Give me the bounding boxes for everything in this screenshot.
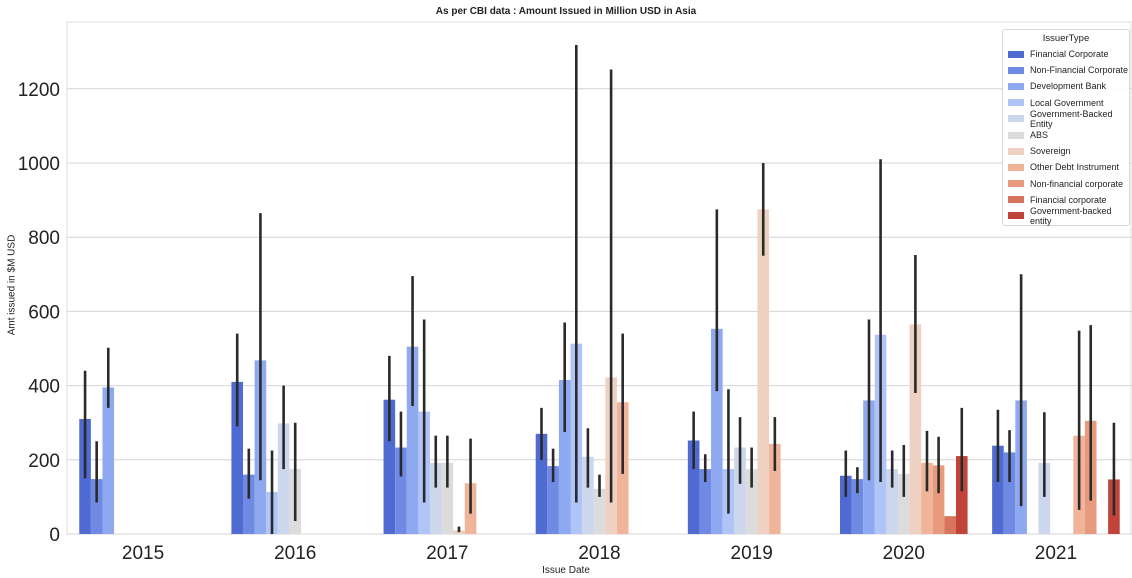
legend-label: Non-financial corporate	[1030, 178, 1124, 189]
bar	[582, 456, 594, 534]
legend-swatch	[1008, 212, 1024, 220]
bar	[699, 469, 712, 534]
legend-item: Other Debt Instrument	[1003, 159, 1129, 175]
legend-label: Development Bank	[1030, 81, 1107, 92]
legend-item: Sovereign	[1003, 143, 1129, 159]
bar	[406, 346, 419, 534]
legend-item: Non-Financial Corporate	[1003, 62, 1129, 78]
bar	[745, 469, 758, 534]
legend-swatch	[1008, 115, 1024, 123]
legend-label: Local Government	[1030, 97, 1104, 108]
legend-swatch	[1008, 131, 1024, 139]
bar	[769, 443, 781, 534]
bar	[90, 479, 103, 534]
legend-item: Financial corporate	[1003, 192, 1129, 208]
legend-swatch	[1008, 196, 1024, 204]
bar	[886, 469, 898, 534]
bar	[992, 445, 1004, 534]
bar	[231, 381, 244, 534]
x-tick-label: 2017	[426, 543, 468, 564]
legend-swatch	[1008, 66, 1024, 74]
y-tick-label: 0	[49, 525, 60, 546]
legend-label: Other Debt Instrument	[1030, 162, 1120, 173]
x-tick-label: 2020	[883, 543, 925, 564]
bar	[558, 380, 571, 534]
y-tick-label: 1200	[18, 80, 60, 101]
legend-swatch	[1008, 50, 1024, 58]
bar	[102, 387, 115, 534]
legend-item: ABS	[1003, 127, 1129, 143]
x-tick-label: 2018	[578, 543, 620, 564]
bar	[921, 462, 933, 534]
legend: IssuerType Financial Corporate Non-Financ…	[1002, 29, 1130, 226]
legend-swatch	[1008, 82, 1024, 90]
legend-swatch	[1008, 147, 1024, 155]
y-tick-label: 800	[28, 228, 60, 249]
bar	[757, 209, 770, 535]
bar	[1038, 462, 1051, 534]
bar	[1003, 452, 1016, 534]
legend-label: Non-Financial Corporate	[1030, 65, 1129, 76]
bar	[441, 462, 454, 534]
bar	[535, 433, 548, 534]
bar	[383, 399, 396, 534]
legend-swatch	[1008, 99, 1024, 107]
bar	[955, 456, 968, 534]
bar	[593, 488, 606, 534]
bar	[897, 473, 910, 534]
bar	[429, 462, 442, 534]
y-tick-label: 1000	[18, 154, 60, 175]
legend-label: Government-Backed Entity	[1030, 108, 1113, 129]
legend-item: Government-backed entity	[1003, 205, 1129, 226]
legend-item: Government-Backed Entity	[1003, 108, 1129, 129]
legend-title: IssuerType	[1042, 33, 1090, 44]
legend-label: Government-backed entity	[1030, 205, 1112, 226]
legend-item: Development Bank	[1003, 78, 1129, 94]
plot-frame	[66, 21, 1132, 535]
legend-label: Financial corporate	[1030, 194, 1107, 205]
legend-label: Sovereign	[1030, 146, 1071, 157]
bar	[851, 479, 864, 534]
legend-item: Non-financial corporate	[1003, 176, 1129, 192]
bar	[547, 466, 559, 534]
bar	[734, 447, 746, 534]
legend-swatch	[1008, 163, 1024, 171]
bar	[944, 516, 956, 534]
x-tick-label: 2015	[122, 543, 164, 564]
x-tick-label: 2019	[731, 543, 773, 564]
x-tick-label: 2016	[274, 543, 316, 564]
legend-item: Financial Corporate	[1003, 46, 1129, 62]
chart-title: As per CBI data : Amount Issued in Milli…	[435, 6, 697, 17]
y-tick-label: 200	[28, 451, 60, 472]
legend-label: Financial Corporate	[1030, 49, 1109, 60]
y-tick-label: 600	[28, 302, 60, 323]
bar	[711, 328, 723, 534]
legend-swatch	[1008, 180, 1024, 188]
bar	[277, 423, 290, 534]
bar	[909, 324, 922, 534]
x-tick-label: 2021	[1035, 543, 1077, 564]
bar	[243, 474, 255, 534]
bar	[932, 465, 945, 534]
legend-label: ABS	[1030, 130, 1049, 141]
y-tick-label: 400	[28, 377, 60, 398]
legend-item: Local Government	[1003, 95, 1129, 111]
bar	[687, 440, 700, 534]
bar	[395, 447, 407, 534]
x-axis-label: Issue Date	[542, 565, 590, 576]
bar	[839, 475, 852, 534]
